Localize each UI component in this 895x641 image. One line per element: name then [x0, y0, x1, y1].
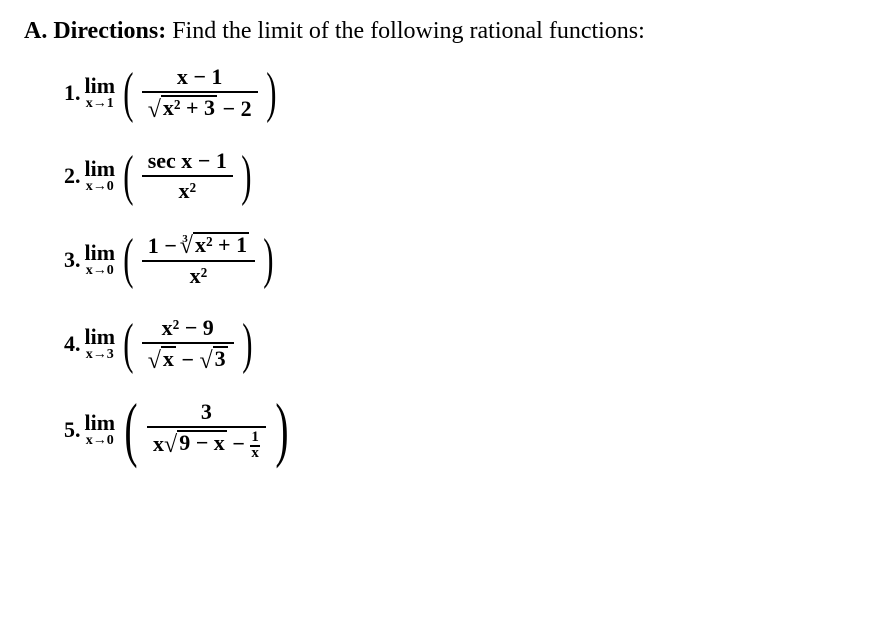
- sfrac-num: 1: [250, 431, 260, 445]
- radical-icon: √: [148, 101, 161, 120]
- lim-value: 1: [107, 96, 114, 111]
- paren-group: ( 3 x√9 − x − 1x ): [119, 400, 294, 460]
- den-lead: x: [153, 431, 164, 456]
- arrow-icon: →: [93, 96, 107, 111]
- radicand: x² + 3: [161, 95, 217, 119]
- problems-list: 1. lim x→1 ( x − 1 √ x² + 3 − 2: [24, 65, 871, 460]
- paren-group: ( x² − 9 √x − √3 ): [119, 316, 256, 372]
- denominator: x²: [172, 177, 202, 203]
- lim-subscript: x→0: [86, 434, 114, 448]
- problem-5: 5. lim x→0 ( 3 x√9 − x − 1x ): [64, 400, 871, 460]
- problem-4: 4. lim x→3 ( x² − 9 √x − √3 ): [64, 316, 871, 372]
- problem-1: 1. lim x→1 ( x − 1 √ x² + 3 − 2: [64, 65, 871, 121]
- radical-icon: √: [199, 352, 212, 371]
- numerator: x² − 9: [156, 316, 220, 342]
- fraction: 3 x√9 − x − 1x: [143, 400, 270, 460]
- radical-2: √3: [199, 346, 227, 370]
- left-paren-icon: (: [123, 71, 133, 116]
- denominator: √x − √3: [142, 344, 234, 372]
- denom-tail: − 2: [217, 96, 252, 121]
- problem-number: 3.: [64, 247, 81, 273]
- paren-group: ( x − 1 √ x² + 3 − 2 ): [119, 65, 280, 121]
- lim-subscript: x→3: [86, 348, 114, 362]
- limit-operator: lim x→0: [85, 242, 116, 278]
- lim-text: lim: [85, 75, 116, 97]
- problem-2: 2. lim x→0 ( sec x − 1 x² ): [64, 149, 871, 203]
- arrow-icon: →: [93, 347, 107, 362]
- small-fraction: 1x: [250, 431, 260, 460]
- arrow-icon: →: [93, 263, 107, 278]
- lim-var: x: [86, 347, 93, 362]
- fraction: sec x − 1 x²: [138, 149, 237, 203]
- problem-3: 3. lim x→0 ( 1 − 3√x² + 1 x² ): [64, 232, 871, 288]
- right-paren-icon: ): [242, 322, 252, 367]
- lim-var: x: [86, 263, 93, 278]
- problem-number: 5.: [64, 417, 81, 443]
- radicand: 3: [213, 346, 228, 370]
- problem-number: 1.: [64, 80, 81, 106]
- arrow-icon: →: [93, 179, 107, 194]
- fraction: x − 1 √ x² + 3 − 2: [138, 65, 262, 121]
- lim-text: lim: [85, 326, 116, 348]
- lim-var: x: [86, 433, 93, 448]
- den-mid: −: [227, 431, 251, 456]
- fraction: x² − 9 √x − √3: [138, 316, 238, 372]
- paren-group: ( sec x − 1 x² ): [119, 149, 255, 203]
- radicand: x: [161, 346, 176, 370]
- radical-icon: √: [164, 436, 177, 455]
- radical-icon: √: [180, 237, 193, 256]
- right-paren-icon: ): [263, 237, 273, 282]
- radicand: 9 − x: [177, 430, 227, 454]
- paren-group: ( 1 − 3√x² + 1 x² ): [119, 232, 278, 288]
- fraction: 1 − 3√x² + 1 x²: [138, 232, 259, 288]
- directions-label: A. Directions:: [24, 18, 166, 44]
- radical: √ x² + 3: [148, 95, 217, 119]
- arrow-icon: →: [93, 433, 107, 448]
- limit-operator: lim x→1: [85, 75, 116, 111]
- lim-subscript: x→1: [86, 97, 114, 111]
- radical-icon: √: [148, 352, 161, 371]
- lim-value: 0: [107, 433, 114, 448]
- limit-operator: lim x→3: [85, 326, 116, 362]
- left-paren-icon: (: [123, 154, 133, 199]
- lim-var: x: [86, 96, 93, 111]
- limit-operator: lim x→0: [85, 158, 116, 194]
- numerator: x − 1: [171, 65, 229, 91]
- directions-text: Find the limit of the following rational…: [172, 18, 645, 44]
- right-paren-icon: ): [266, 71, 276, 116]
- lim-subscript: x→0: [86, 180, 114, 194]
- right-paren-icon: ): [275, 401, 288, 459]
- radical-1: √x: [148, 346, 176, 370]
- left-paren-icon: (: [123, 237, 133, 282]
- lim-var: x: [86, 179, 93, 194]
- problem-number: 4.: [64, 331, 81, 357]
- lim-value: 0: [107, 179, 114, 194]
- lim-value: 0: [107, 263, 114, 278]
- num-lead: 1 −: [148, 232, 183, 257]
- den-mid: −: [176, 347, 200, 372]
- denominator: x²: [184, 262, 214, 288]
- radical: 3√x² + 1: [182, 232, 249, 256]
- left-paren-icon: (: [124, 401, 137, 459]
- sfrac-den: x: [250, 447, 260, 461]
- limit-operator: lim x→0: [85, 412, 116, 448]
- denominator: x√9 − x − 1x: [147, 428, 266, 460]
- numerator: 3: [195, 400, 218, 426]
- directions-line: A. Directions: Find the limit of the fol…: [24, 18, 871, 45]
- numerator: 1 − 3√x² + 1: [142, 232, 255, 260]
- lim-value: 3: [107, 347, 114, 362]
- numerator: sec x − 1: [142, 149, 233, 175]
- lim-text: lim: [85, 412, 116, 434]
- problem-number: 2.: [64, 163, 81, 189]
- page: A. Directions: Find the limit of the fol…: [0, 0, 895, 506]
- lim-text: lim: [85, 242, 116, 264]
- right-paren-icon: ): [241, 154, 251, 199]
- lim-text: lim: [85, 158, 116, 180]
- lim-subscript: x→0: [86, 264, 114, 278]
- left-paren-icon: (: [123, 322, 133, 367]
- radical: √9 − x: [164, 430, 227, 454]
- radicand: x² + 1: [193, 232, 249, 256]
- denominator: √ x² + 3 − 2: [142, 93, 258, 121]
